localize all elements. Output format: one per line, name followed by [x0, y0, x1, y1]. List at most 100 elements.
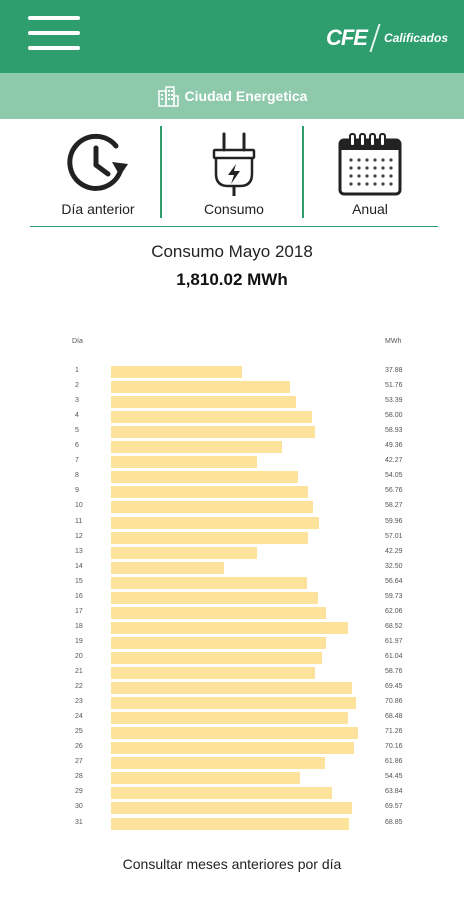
day-label: 28	[75, 773, 83, 781]
value-label: 68.48	[385, 713, 403, 721]
day-label: 1	[75, 367, 79, 374]
value-label: 59.96	[385, 517, 403, 525]
day-label: 19	[75, 637, 83, 645]
value-label: 59.73	[385, 592, 403, 600]
consumption-bar	[111, 531, 309, 544]
value-label: 70.86	[385, 698, 403, 706]
value-label: 53.39	[385, 397, 403, 405]
value-label: 70.16	[385, 743, 403, 751]
value-label: 62.06	[385, 607, 403, 615]
day-label: 29	[75, 788, 83, 796]
consumption-bar	[111, 591, 318, 604]
value-label: 32.50	[385, 562, 403, 570]
day-label: 14	[75, 562, 83, 570]
app-header: CFE Calificados	[0, 0, 464, 73]
day-label: 26	[75, 743, 83, 751]
tab-annual[interactable]: Anual	[302, 122, 438, 226]
calendar-icon	[338, 133, 402, 196]
value-label: 56.64	[385, 577, 403, 585]
consumption-bar	[111, 546, 258, 559]
day-label: 10	[75, 502, 83, 510]
value-label: 51.76	[385, 382, 403, 390]
day-label: 16	[75, 592, 83, 600]
consumption-bar	[111, 667, 315, 679]
tab-consumption-label: Consumo	[204, 201, 264, 217]
day-label: 2	[75, 382, 79, 390]
day-label: 21	[75, 668, 83, 675]
day-label: 9	[75, 487, 79, 495]
consumption-bar	[111, 636, 326, 649]
day-label: 18	[75, 622, 83, 630]
consumption-bar	[111, 606, 326, 619]
consumption-bar	[111, 456, 258, 469]
consumption-bar	[111, 486, 308, 499]
day-label: 20	[75, 652, 83, 660]
consumption-bar	[111, 381, 291, 394]
building-icon	[157, 86, 179, 107]
value-label: 71.26	[385, 728, 403, 736]
day-label: 24	[75, 713, 83, 721]
consumption-bar	[111, 576, 308, 589]
tab-consumption[interactable]: Consumo	[166, 122, 302, 226]
value-label: 49.36	[385, 442, 403, 450]
section-title: Ciudad Energetica	[184, 88, 308, 104]
tab-annual-label: Anual	[352, 201, 388, 217]
clock-history-icon	[67, 133, 128, 191]
day-label: 8	[75, 472, 79, 480]
section-header: Ciudad Energetica	[0, 73, 464, 119]
consumption-bar	[111, 697, 357, 710]
day-label: 12	[75, 532, 83, 540]
day-label: 23	[75, 698, 83, 706]
day-label: 11	[75, 517, 83, 525]
tab-divider	[160, 126, 162, 218]
consumption-bar	[111, 651, 323, 664]
consumption-bar	[111, 682, 352, 695]
value-label: 54.45	[385, 773, 403, 781]
consumption-bar	[111, 396, 296, 409]
day-label: 13	[75, 547, 83, 555]
menu-icon[interactable]	[28, 16, 80, 56]
consumption-bar	[111, 561, 224, 574]
consumption-bar	[111, 426, 315, 439]
consumption-bar	[111, 411, 312, 424]
tab-divider	[302, 126, 304, 218]
day-label: 17	[75, 607, 83, 615]
value-label: 61.86	[385, 758, 403, 766]
consumption-bar	[111, 712, 349, 725]
value-label: 42.29	[385, 547, 403, 555]
consumption-bar	[111, 802, 352, 815]
day-label: 27	[75, 758, 83, 766]
consumption-total: 1,810.02 MWh	[176, 270, 288, 289]
tab-previous-day[interactable]: Día anterior	[30, 122, 166, 226]
day-label: 25	[75, 728, 83, 736]
value-label: 56.76	[385, 487, 403, 495]
brand-name: CFE	[325, 25, 368, 50]
day-label: 4	[75, 412, 79, 420]
day-label: 6	[75, 442, 79, 450]
consumption-title: Consumo Mayo 2018	[151, 242, 313, 261]
consumption-bar	[111, 727, 358, 740]
value-label: 54.05	[385, 472, 403, 480]
day-label: 7	[75, 457, 79, 465]
consumption-bar	[111, 516, 319, 529]
day-label: 15	[75, 577, 83, 585]
value-label: 61.04	[385, 652, 403, 660]
day-label: 30	[75, 803, 83, 811]
consumption-bar	[111, 772, 300, 785]
value-label: 58.76	[385, 668, 403, 675]
brand-logo: CFE Calificados	[326, 24, 448, 52]
consumption-bar	[111, 501, 313, 514]
consumption-bar	[111, 817, 350, 830]
y-axis-label: MWh	[385, 338, 402, 345]
consumption-bar	[111, 787, 332, 800]
day-label: 5	[75, 427, 79, 435]
consumption-bar	[111, 757, 326, 770]
value-label: 37.88	[385, 367, 403, 374]
value-label: 63.84	[385, 788, 403, 796]
value-label: 68.52	[385, 622, 403, 630]
value-label: 69.57	[385, 803, 403, 811]
previous-months-link[interactable]: Consultar meses anteriores por día	[122, 856, 342, 872]
brand-subtitle: Calificados	[383, 31, 448, 45]
value-label: 57.01	[385, 532, 403, 540]
value-label: 68.85	[385, 818, 403, 826]
